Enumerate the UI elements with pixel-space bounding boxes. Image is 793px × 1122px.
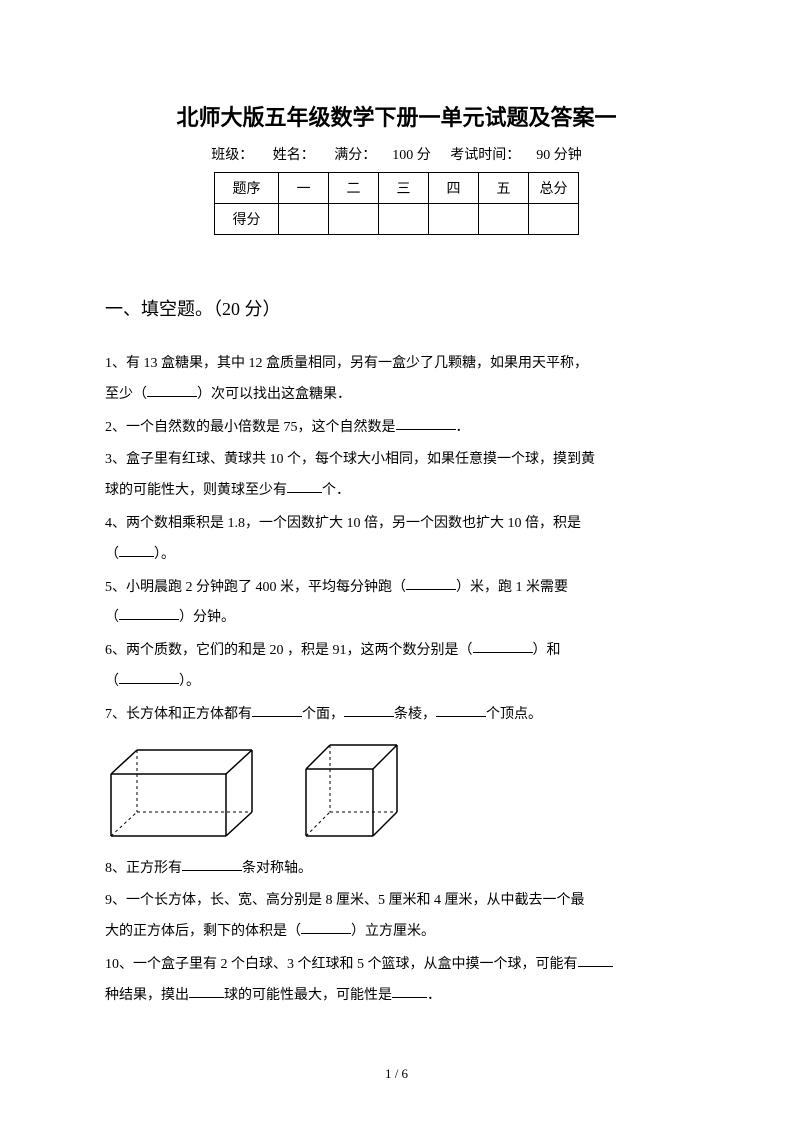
q-text: ）和: [533, 643, 561, 658]
q-text: 5、小明晨跑 2 分钟跑了 400 米，平均每分钟跑（: [105, 580, 406, 595]
q-text: 大的正方体后，剩下的体积是（: [105, 924, 301, 939]
table-cell: [379, 204, 429, 235]
blank-field: [406, 576, 456, 590]
table-cell: 四: [429, 173, 479, 204]
blank-field: [301, 920, 351, 934]
exam-info-line: 班级： 姓名： 满分： 100 分 考试时间： 90 分钟: [105, 144, 688, 164]
question-9: 9、一个长方体，长、宽、高分别是 8 厘米、5 厘米和 4 厘米，从中截去一个最…: [105, 886, 688, 948]
q-text: 至少（: [105, 387, 147, 402]
full-score-value: 100 分: [392, 148, 431, 163]
q-text: 6、两个质数，它们的和是 20 ，积是 91，这两个数分别是（: [105, 643, 473, 658]
table-cell: [529, 204, 579, 235]
blank-field: [147, 383, 197, 397]
q-text: 个面，: [302, 707, 344, 722]
class-label: 班级：: [211, 148, 253, 163]
table-cell: 三: [379, 173, 429, 204]
blank-field: [392, 984, 427, 998]
q-text: ）分钟。: [179, 610, 235, 625]
question-6: 6、两个质数，它们的和是 20 ，积是 91，这两个数分别是（ ）和 （ ）。: [105, 636, 688, 698]
q-text: ．: [427, 988, 441, 1003]
table-cell: [429, 204, 479, 235]
q-text: 种结果，摸出: [105, 988, 189, 1003]
q-text: 个．: [322, 483, 350, 498]
q-text: ）次可以找出这盒糖果．: [197, 387, 351, 402]
q-text: 球的可能性大，则黄球至少有: [105, 483, 287, 498]
blank-field: [119, 606, 179, 620]
table-cell: 五: [479, 173, 529, 204]
blank-field: [287, 479, 322, 493]
cuboid-diagram: [109, 748, 254, 838]
blank-field: [578, 953, 613, 967]
q-text: （: [105, 610, 119, 625]
q-text: 1、有 13 盒糖果，其中 12 盒质量相同，另有一盒少了几颗糖，如果用天平称，: [105, 356, 588, 371]
q-text: 9、一个长方体，长、宽、高分别是 8 厘米、5 厘米和 4 厘米，从中截去一个最: [105, 893, 585, 908]
question-4: 4、两个数相乘积是 1.8，一个因数扩大 10 倍，另一个因数也扩大 10 倍，…: [105, 509, 688, 571]
q-text: ）。: [154, 547, 175, 562]
table-cell: 得分: [215, 204, 279, 235]
page-number: 1 / 6: [0, 1066, 793, 1082]
q-text: （: [105, 674, 119, 689]
q-text: ）米，跑 1 米需要: [456, 580, 568, 595]
q-text: 条棱，: [394, 707, 436, 722]
name-label: 姓名：: [273, 148, 315, 163]
q-text: 8、正方形有: [105, 861, 182, 876]
section-title-1: 一、填空题。（20 分）: [105, 295, 688, 321]
question-2: 2、一个自然数的最小倍数是 75，这个自然数是 ．: [105, 413, 688, 444]
q-text: ．: [456, 420, 470, 435]
blank-field: [252, 703, 302, 717]
q-text: 4、两个数相乘积是 1.8，一个因数扩大 10 倍，另一个因数也扩大 10 倍，…: [105, 516, 581, 531]
table-cell: 总分: [529, 173, 579, 204]
table-cell: [479, 204, 529, 235]
blank-field: [119, 543, 154, 557]
blank-field: [119, 670, 179, 684]
q-text: 10、一个盒子里有 2 个白球、3 个红球和 5 个篮球，从盒中摸一个球，可能有: [105, 957, 578, 972]
table-cell: 二: [329, 173, 379, 204]
table-row: 题序 一 二 三 四 五 总分: [215, 173, 579, 204]
q-text: 个顶点。: [486, 707, 542, 722]
blank-field: [344, 703, 394, 717]
cube-diagram: [304, 743, 399, 838]
document-title: 北师大版五年级数学下册一单元试题及答案一: [105, 100, 688, 132]
question-1: 1、有 13 盒糖果，其中 12 盒质量相同，另有一盒少了几颗糖，如果用天平称，…: [105, 349, 688, 411]
blank-field: [189, 984, 224, 998]
q-text: ）。: [179, 674, 200, 689]
table-row: 得分: [215, 204, 579, 235]
blank-field: [182, 857, 242, 871]
blank-field: [396, 416, 456, 430]
blank-field: [436, 703, 486, 717]
q-text: 2、一个自然数的最小倍数是 75，这个自然数是: [105, 420, 396, 435]
question-10: 10、一个盒子里有 2 个白球、3 个红球和 5 个篮球，从盒中摸一个球，可能有…: [105, 950, 688, 1012]
question-3: 3、盒子里有红球、黄球共 10 个，每个球大小相同，如果任意摸一个球，摸到黄 球…: [105, 445, 688, 507]
time-value: 90 分钟: [536, 148, 582, 163]
q-text: 条对称轴。: [242, 861, 312, 876]
table-cell: 一: [279, 173, 329, 204]
score-table: 题序 一 二 三 四 五 总分 得分: [214, 172, 579, 235]
full-score-label: 满分：: [334, 148, 376, 163]
q-text: 7、长方体和正方体都有: [105, 707, 252, 722]
question-8: 8、正方形有 条对称轴。: [105, 854, 688, 885]
question-5: 5、小明晨跑 2 分钟跑了 400 米，平均每分钟跑（ ）米，跑 1 米需要 （ ）…: [105, 573, 688, 635]
q-text: （: [105, 547, 119, 562]
time-label: 考试时间：: [450, 148, 520, 163]
q-text: 球的可能性最大，可能性是: [224, 988, 392, 1003]
table-cell: 题序: [215, 173, 279, 204]
question-7: 7、长方体和正方体都有 个面， 条棱， 个顶点。: [105, 700, 688, 731]
q-text: 3、盒子里有红球、黄球共 10 个，每个球大小相同，如果任意摸一个球，摸到黄: [105, 452, 595, 467]
diagram-row: [109, 743, 688, 838]
blank-field: [473, 639, 533, 653]
q-text: ）立方厘米。: [351, 924, 435, 939]
table-cell: [329, 204, 379, 235]
table-cell: [279, 204, 329, 235]
